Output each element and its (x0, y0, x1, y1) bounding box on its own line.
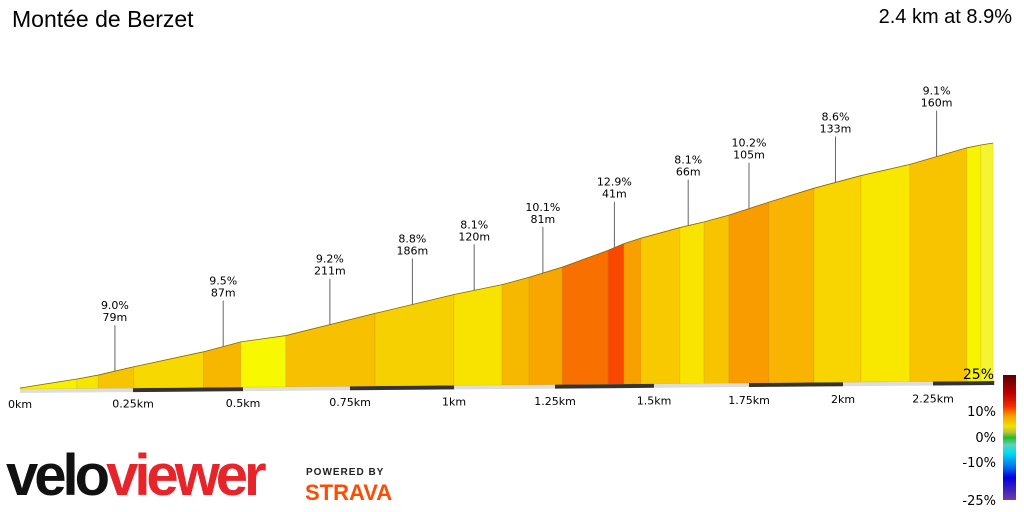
gradient-legend-bar (1003, 375, 1016, 500)
baseline-dark-band (133, 387, 243, 393)
profile-segment (97, 366, 135, 389)
x-tick-label: 0.5km (226, 397, 261, 410)
profile-segment (703, 214, 730, 384)
profile-outline (19, 142, 994, 389)
baseline-dark-band (350, 385, 454, 391)
profile-segment (679, 221, 705, 384)
profile-segment (623, 237, 642, 385)
profile-segment (607, 243, 625, 385)
profile-segment (909, 147, 968, 382)
annotation-length: 66m (676, 166, 701, 179)
profile-segment (860, 164, 911, 383)
strava-logo: STRAVA (305, 480, 393, 505)
baseline-dark-band (749, 382, 843, 388)
legend-label-minus10: -10% (962, 456, 996, 471)
elevation-profile-chart: 0km 0.25km 0.5km 0.75km 1km 1.25km 1.5km 1.75km… (8, 85, 995, 411)
x-tick-label: 0.25km (112, 397, 154, 410)
profile-segment (966, 144, 982, 382)
annotation-length: 105m (733, 149, 765, 162)
legend-label-0: 0% (975, 431, 996, 446)
annotation-gradient: 9.0% (101, 299, 129, 312)
profile-segment (501, 276, 530, 386)
baseline-dark-band (555, 383, 654, 389)
annotation-length: 81m (531, 213, 556, 226)
veloviewer-logo: veloviewer (6, 443, 267, 508)
x-tick-label: 1km (442, 396, 466, 409)
annotation-gradient: 8.1% (460, 218, 488, 231)
profile-segment (528, 266, 563, 386)
x-tick-label: 0.75km (329, 396, 371, 409)
x-tick-label: 1.5km (637, 394, 672, 407)
profile-segment (561, 249, 609, 385)
legend-label-25: 25% (962, 367, 994, 383)
climb-title: Montée de Berzet (12, 6, 194, 32)
profile-segment (813, 175, 862, 383)
profile-segment (980, 142, 994, 382)
annotation-gradient: 10.1% (525, 201, 560, 214)
climb-summary: 2.4 km at 8.9% (878, 6, 1012, 28)
annotation-length: 41m (602, 188, 627, 201)
legend-label-10: 10% (967, 405, 996, 420)
baseline-dark-band (933, 381, 995, 386)
annotation-length: 133m (820, 123, 852, 136)
profile-segment (374, 294, 455, 387)
annotation-gradient: 9.5% (209, 275, 237, 288)
annotation-length: 211m (314, 265, 346, 278)
annotation-gradient: 8.8% (398, 232, 426, 245)
legend-label-minus25: -25% (962, 494, 996, 509)
annotation-length: 87m (211, 287, 236, 300)
annotation-length: 160m (921, 97, 953, 110)
annotation-length: 79m (103, 311, 128, 324)
annotation-gradient: 9.2% (316, 253, 344, 266)
annotation-length: 186m (397, 244, 429, 257)
annotation-gradient: 8.6% (822, 111, 850, 124)
profile-segment (133, 351, 204, 389)
annotation-gradient: 9.1% (923, 85, 951, 98)
x-tick-label: 0km (8, 398, 32, 411)
x-tick-label: 2km (831, 393, 855, 406)
annotation-gradient: 8.1% (674, 154, 702, 167)
profile-segment (728, 201, 770, 384)
annotation-length: 120m (458, 230, 490, 243)
x-tick-label: 1.25km (534, 395, 576, 408)
powered-by-label: POWERED BY (306, 467, 385, 478)
profile-segment (203, 341, 242, 388)
annotation-gradient: 12.9% (597, 176, 632, 189)
x-tick-label: 2.25km (912, 393, 954, 406)
profile-segment (240, 335, 287, 388)
x-tick-label: 1.75km (728, 394, 770, 407)
profile-segment (453, 284, 503, 386)
profile-segment (640, 227, 681, 385)
profile-segment (768, 187, 815, 384)
annotation-gradient: 10.2% (732, 137, 767, 150)
